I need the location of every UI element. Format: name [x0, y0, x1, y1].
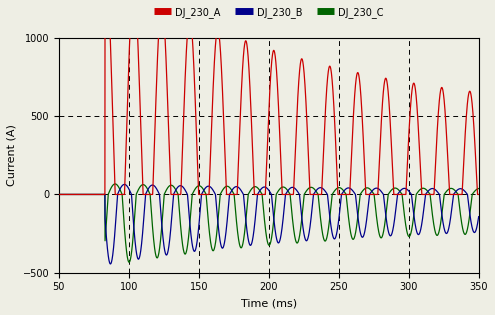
X-axis label: Time (ms): Time (ms): [241, 298, 297, 308]
Legend: DJ_230_A, DJ_230_B, DJ_230_C: DJ_230_A, DJ_230_B, DJ_230_C: [150, 3, 388, 21]
Y-axis label: Current (A): Current (A): [7, 124, 17, 186]
